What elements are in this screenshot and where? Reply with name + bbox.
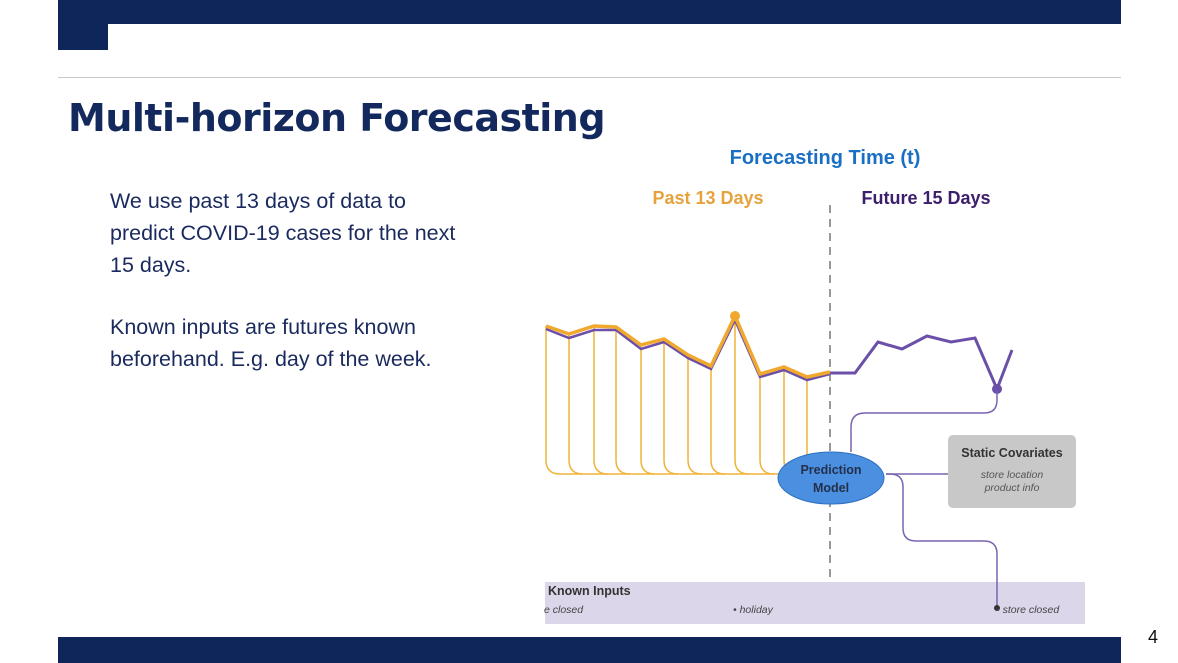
past-peak-marker xyxy=(730,311,740,321)
future-point-marker xyxy=(992,384,1002,394)
static-item-store-location: store location xyxy=(981,469,1044,481)
static-covariates-title: Static Covariates xyxy=(961,446,1062,460)
slide-title: Multi-horizon Forecasting xyxy=(68,96,606,140)
footer-bar xyxy=(58,637,1121,663)
known-item-closed: e closed xyxy=(544,604,584,616)
paragraph-known-inputs: Known inputs are futures known beforehan… xyxy=(110,315,432,371)
static-covariates-box xyxy=(948,435,1076,508)
header-divider xyxy=(58,77,1121,78)
diagram-heading: Forecasting Time (t) xyxy=(730,147,921,169)
known-inputs-title: Known Inputs xyxy=(548,584,631,598)
future-days-label: Future 15 Days xyxy=(861,188,990,208)
header-bar xyxy=(58,0,1121,24)
model-label-line2: Model xyxy=(813,481,849,495)
past-days-label: Past 13 Days xyxy=(652,188,763,208)
known-item-holiday: • holiday xyxy=(733,604,774,616)
future-connectors xyxy=(850,391,998,608)
page-number: 4 xyxy=(1148,627,1159,647)
store-closed-dot xyxy=(994,605,1000,611)
header-accent-square xyxy=(58,0,108,50)
future-series xyxy=(830,334,1014,393)
known-item-store-closed: • store closed xyxy=(996,604,1060,616)
past-input-connectors xyxy=(545,317,808,475)
prediction-model-node xyxy=(777,451,885,505)
static-item-product-info: product info xyxy=(984,482,1040,494)
past-series-purple xyxy=(545,317,831,382)
paragraph-past-days: We use past 13 days of data to predict C… xyxy=(110,189,456,277)
past-series-orange xyxy=(545,311,831,379)
known-inputs-band xyxy=(545,582,1085,624)
model-label-line1: Prediction xyxy=(800,463,861,477)
